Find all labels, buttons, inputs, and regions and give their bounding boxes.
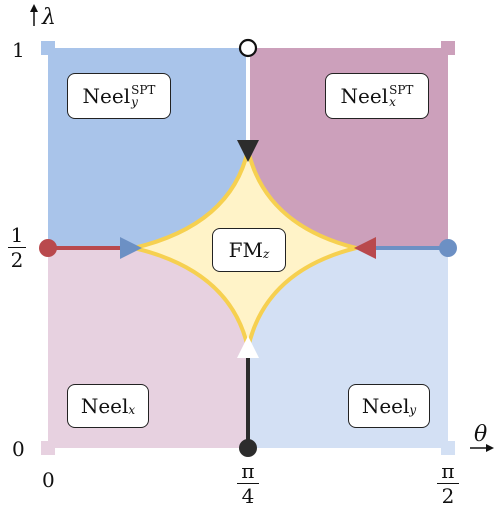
y-tick-1: 1 [12,38,25,62]
corner-mark-top-left [41,41,55,55]
y-tick-half-bar [8,247,26,249]
arrow-up-white [237,336,259,358]
label-neel-y: Neel y [348,384,430,428]
arrow-right-blue [120,237,142,259]
open-circle-top [238,38,258,58]
label-neel-x-spt-sub: x [389,95,396,109]
label-neel-y-base: Neel [361,394,410,418]
arrow-down-black [237,140,259,162]
y-tick-half-denominator: 2 [10,248,24,273]
x-tick-pi-over-2-numerator: π [441,459,455,483]
label-fm-z: FM z [212,228,286,272]
label-fm-z-base: FM [228,238,264,262]
arrow-left-red [354,237,376,259]
corner-mark-bottom-right [441,441,455,455]
y-axis-arrowhead [30,4,38,12]
label-neel-y-spt-sub: y [131,95,138,109]
label-neel-y-spt: Neel SPT y [67,73,171,119]
label-neel-x-spt-base: Neel [340,84,389,108]
x-tick-pi-over-2-denominator: 2 [441,484,455,509]
x-tick-pi-over-2-bar [437,483,459,485]
label-fm-z-sub: z [263,247,270,261]
label-neel-y-sub: y [409,403,417,417]
label-neel-y-spt-sup: SPT [131,83,156,97]
y-tick-0: 0 [12,437,25,461]
x-tick-pi-over-2: π 2 [437,460,459,507]
x-axis-label: θ [474,422,487,447]
x-tick-pi-over-4-denominator: 4 [241,484,255,509]
label-neel-x-spt: Neel SPT x [325,73,429,119]
corner-mark-bottom-left [41,441,55,455]
y-axis-label: λ [41,5,56,30]
label-neel-y-spt-base: Neel [82,84,131,108]
x-tick-pi-over-4-bar [237,483,259,485]
label-neel-x-base: Neel [80,394,129,418]
blue-dot [439,239,457,257]
black-dot [239,439,257,457]
label-neel-x-sub: x [128,403,136,417]
y-tick-half: 1 2 [8,224,26,271]
label-neel-x-spt-sup: SPT [389,83,414,97]
label-neel-x: Neel x [67,384,149,428]
x-tick-pi-over-4-numerator: π [241,459,255,483]
red-dot [39,239,57,257]
x-tick-0: 0 [42,468,55,492]
x-axis-arrowhead [486,444,494,452]
y-tick-half-numerator: 1 [10,223,24,247]
corner-mark-top-right [441,41,455,55]
x-tick-pi-over-4: π 4 [237,460,259,507]
